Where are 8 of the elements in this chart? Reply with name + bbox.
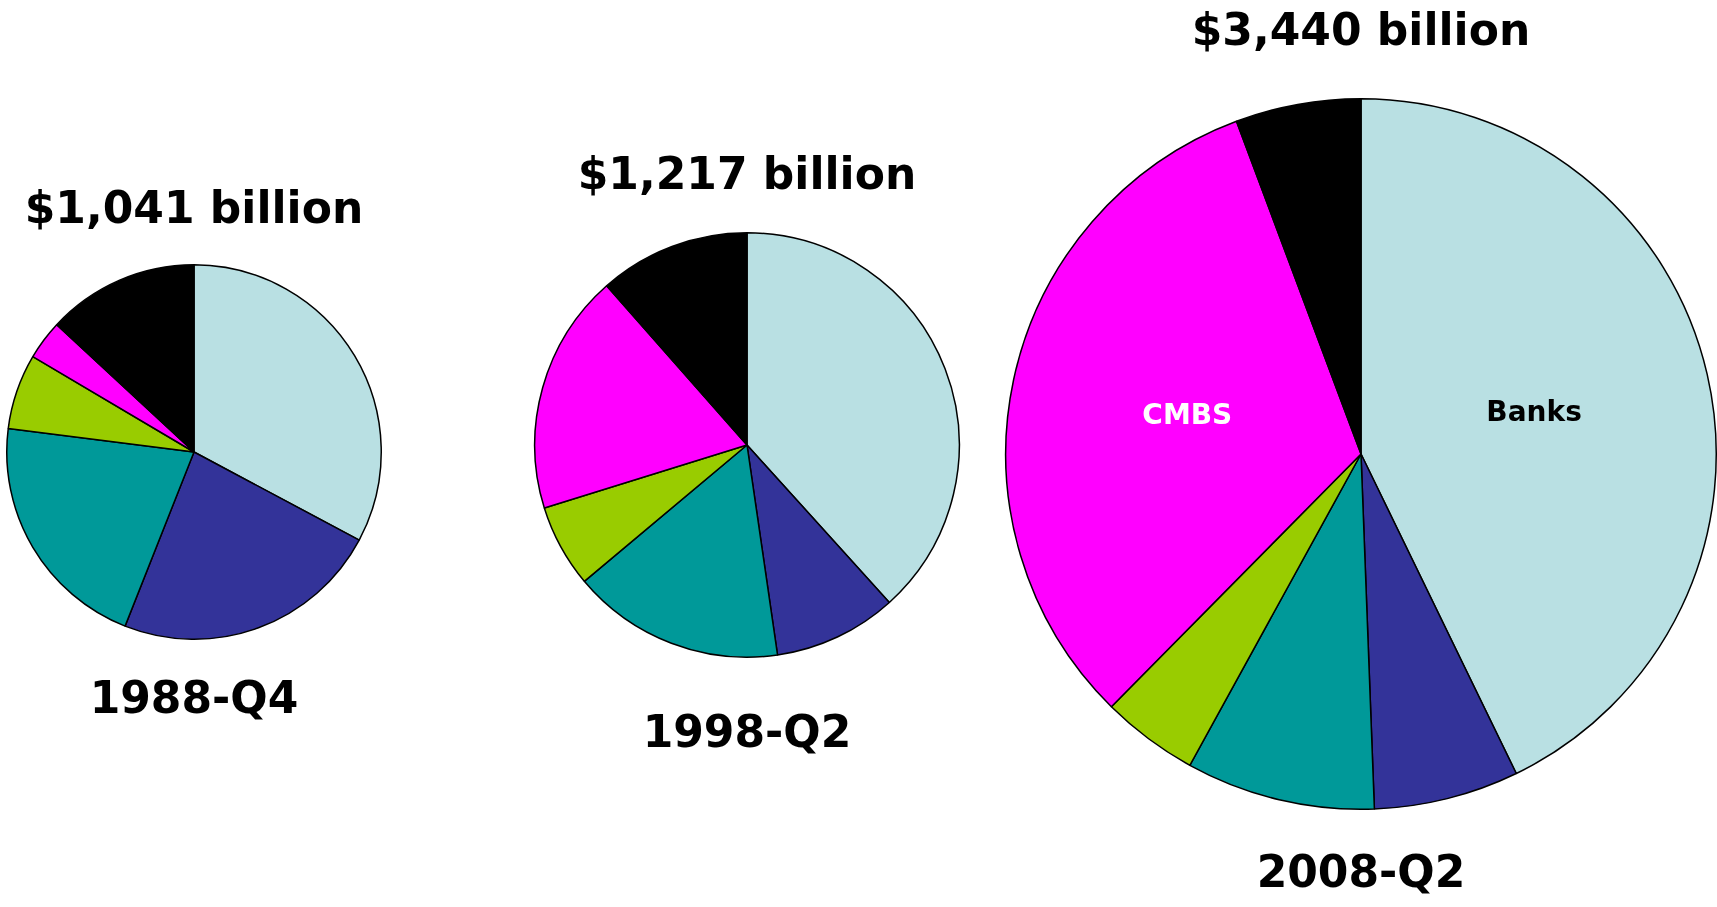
text: 1988-Q4 [88, 672, 300, 723]
slice-label: Banks [1486, 395, 1582, 429]
slice-label: CMBS [1142, 398, 1233, 432]
chart-title: $1,217 billion [576, 148, 918, 199]
chart-title: $1,041 billion [23, 182, 365, 233]
text: 2008-Q2 [1255, 846, 1467, 897]
text: 1998-Q2 [641, 706, 853, 757]
chart-title: $3,440 billion [1190, 4, 1532, 55]
